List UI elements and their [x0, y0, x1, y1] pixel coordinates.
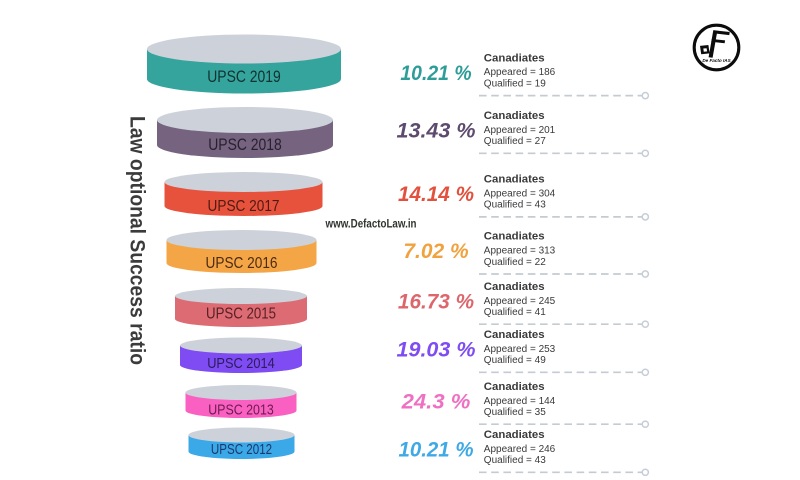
svg-text:Qualified = 35: Qualified = 35: [484, 407, 546, 418]
svg-text:Canadiates: Canadiates: [484, 329, 545, 341]
svg-text:www.DefactoLaw.in: www.DefactoLaw.in: [325, 217, 417, 231]
svg-text:14.14 %: 14.14 %: [398, 182, 474, 206]
svg-text:UPSC 2017: UPSC 2017: [208, 198, 280, 215]
svg-text:Qualified = 41: Qualified = 41: [484, 307, 546, 318]
svg-text:Qualified = 49: Qualified = 49: [484, 355, 546, 366]
svg-text:UPSC 2012: UPSC 2012: [211, 442, 272, 458]
svg-text:Canadiates: Canadiates: [484, 174, 545, 186]
svg-text:Appeared = 186: Appeared = 186: [484, 67, 556, 78]
svg-text:Canadiates: Canadiates: [484, 231, 545, 243]
svg-text:Canadiates: Canadiates: [484, 429, 545, 441]
svg-text:Qualified = 27: Qualified = 27: [484, 136, 546, 147]
svg-text:Law optional Success ratio: Law optional Success ratio: [126, 116, 150, 365]
svg-text:Canadiates: Canadiates: [484, 381, 545, 393]
svg-text:Appeared = 246: Appeared = 246: [484, 444, 556, 455]
svg-text:7.02 %: 7.02 %: [403, 239, 468, 263]
svg-text:Appeared = 245: Appeared = 245: [484, 296, 556, 307]
svg-text:Appeared = 253: Appeared = 253: [484, 344, 556, 355]
svg-text:UPSC 2013: UPSC 2013: [208, 403, 274, 419]
svg-text:UPSC 2015: UPSC 2015: [206, 305, 276, 322]
svg-text:De Facto IAS: De Facto IAS: [702, 58, 731, 63]
svg-text:Appeared = 144: Appeared = 144: [484, 396, 556, 407]
svg-text:13.43 %: 13.43 %: [397, 119, 476, 143]
svg-text:10.21 %: 10.21 %: [399, 438, 474, 462]
svg-text:UPSC 2019: UPSC 2019: [207, 68, 281, 86]
svg-text:Appeared = 201: Appeared = 201: [484, 125, 556, 136]
svg-text:16.73 %: 16.73 %: [398, 289, 474, 313]
svg-text:Canadiates: Canadiates: [484, 281, 545, 293]
svg-text:19.03 %: 19.03 %: [397, 338, 476, 362]
svg-text:10.21 %: 10.21 %: [400, 61, 471, 85]
svg-text:Qualified = 19: Qualified = 19: [484, 78, 546, 89]
svg-text:Qualified = 22: Qualified = 22: [484, 257, 546, 268]
svg-text:Qualified = 43: Qualified = 43: [484, 455, 546, 466]
svg-text:Appeared = 304: Appeared = 304: [484, 189, 556, 200]
svg-text:UPSC 2014: UPSC 2014: [207, 356, 275, 372]
svg-text:Canadiates: Canadiates: [484, 52, 545, 64]
svg-text:Canadiates: Canadiates: [484, 110, 545, 122]
svg-text:Appeared = 313: Appeared = 313: [484, 246, 556, 257]
svg-text:Qualified = 43: Qualified = 43: [484, 200, 546, 211]
svg-text:UPSC 2016: UPSC 2016: [206, 255, 278, 272]
svg-text:UPSC 2018: UPSC 2018: [208, 136, 282, 154]
svg-text:24.3 %: 24.3 %: [401, 389, 471, 413]
